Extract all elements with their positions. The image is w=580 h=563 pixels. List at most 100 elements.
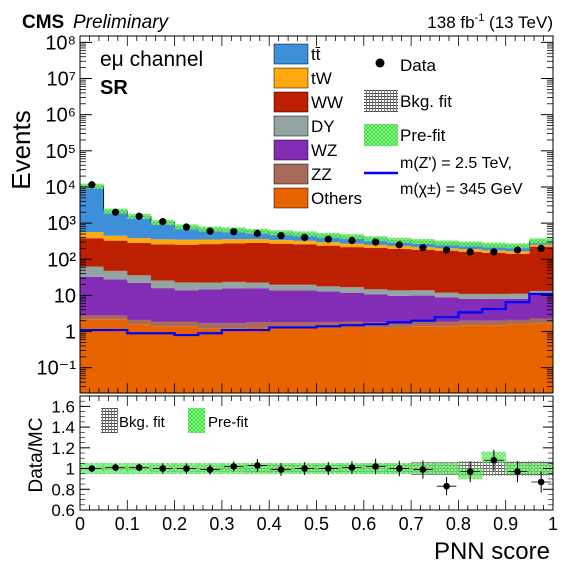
preliminary-label: Preliminary	[73, 12, 170, 33]
lumi-exponent: -1	[475, 12, 485, 24]
y-tick-label: 10	[54, 285, 76, 307]
bar-tt̄-4	[174, 226, 199, 240]
x-tick-label: 0.3	[209, 514, 234, 534]
data-point-1	[111, 208, 120, 216]
bar-DY-17	[482, 293, 506, 299]
bar-DY-3	[150, 280, 175, 289]
data-point-9	[301, 233, 309, 242]
data-point-18	[513, 246, 522, 254]
data-points	[88, 181, 545, 256]
energy-label: (13 TeV)	[484, 13, 553, 32]
y-tick-label: 10³	[47, 213, 76, 235]
data-point-12	[372, 238, 380, 246]
bar-WW-1	[103, 240, 128, 271]
bar-WZ-8	[269, 290, 294, 323]
bar-tW-0	[80, 232, 104, 239]
bar-WW-8	[269, 243, 294, 285]
bar-WW-16	[458, 251, 483, 294]
bar-WW-13	[387, 248, 412, 291]
bar-WZ-9	[292, 290, 317, 323]
x-tick-label: 0.2	[162, 514, 187, 534]
y-tick-label: 10⁻¹	[37, 358, 77, 380]
legend-label-3: DY	[311, 117, 335, 136]
legend-prefit-swatch	[364, 124, 398, 146]
data-point-17	[490, 248, 498, 256]
bar-Others-14	[411, 326, 436, 393]
bar-ZZ-7	[245, 322, 270, 328]
data-point-3	[159, 218, 167, 226]
bar-ZZ-1	[103, 315, 128, 320]
legend-label-0: tt̄	[311, 45, 321, 64]
band-13	[387, 237, 412, 243]
data-point-2	[135, 212, 143, 220]
data-point-19	[537, 244, 545, 252]
band-15	[434, 240, 459, 246]
bar-ZZ-5	[198, 323, 223, 329]
ratio-point-1	[112, 464, 119, 471]
bar-WW-2	[127, 242, 152, 276]
bar-Others-6	[221, 328, 246, 393]
bar-ZZ-8	[269, 322, 294, 328]
bar-tW-12	[363, 244, 388, 249]
channel-label: eμ channel	[100, 48, 203, 71]
ratio-point-9	[301, 465, 308, 472]
legend-swatch-5	[273, 163, 309, 185]
bar-ZZ-4	[174, 321, 199, 327]
bar-WW-17	[482, 252, 506, 294]
legend-swatch-1	[273, 67, 309, 89]
bar-tt̄-0	[80, 186, 104, 233]
x-tick-label: 0.4	[257, 514, 282, 534]
ratio-prefit-15	[434, 462, 459, 475]
bar-ZZ-3	[150, 321, 175, 327]
ratio-y-tick-label: 0.8	[51, 480, 75, 499]
bar-WZ-4	[174, 290, 199, 322]
legend-swatch-4	[273, 139, 309, 161]
bar-Others-15	[434, 326, 459, 393]
data-point-10	[324, 235, 332, 243]
x-tick-label: 0	[75, 514, 85, 534]
legend-label-5: ZZ	[311, 165, 332, 184]
bar-Others-0	[80, 319, 104, 393]
ratio-legend-bkg-label: Bkg. fit	[119, 414, 166, 431]
ratio-point-2	[135, 464, 143, 471]
bar-ZZ-6	[221, 323, 246, 329]
bar-DY-6	[221, 281, 246, 289]
y-tick-label: 10⁸	[45, 32, 76, 54]
bar-DY-5	[198, 282, 223, 290]
bar-Others-17	[482, 325, 506, 393]
bar-DY-10	[316, 286, 341, 292]
data-point-5	[206, 227, 214, 235]
bar-tW-11	[340, 243, 365, 248]
top-panel: 10⁻¹ 1 10 10² 10³ 10⁴ 10⁵ 10⁶ 10⁷ 10⁸ Events	[6, 32, 554, 394]
legend: tt̄ tW WW DY WZ ZZ Others Data Bkg. fit Pre-fi…	[273, 43, 523, 209]
bar-WW-0	[80, 238, 104, 267]
bar-ZZ-16	[458, 320, 483, 326]
stacked-histogram	[80, 185, 554, 393]
ratio-points	[82, 449, 551, 496]
bar-Others-8	[269, 327, 294, 393]
y-axis-ratio: 0.6 0.81 1.2 1.4 1.6	[51, 397, 553, 520]
bar-DY-15	[434, 292, 459, 298]
bar-tt̄-2	[127, 216, 152, 239]
band-14	[411, 239, 435, 245]
bar-tW-4	[174, 239, 199, 245]
bar-Others-13	[387, 327, 412, 393]
bar-ZZ-18	[505, 319, 530, 325]
legend-bkg-fit-label: Bkg. fit	[400, 92, 452, 111]
ratio-legend-prefit-label: Pre-fit	[208, 414, 249, 431]
bar-Others-10	[316, 327, 341, 393]
y-axis-top: 10⁻¹ 1 10 10² 10³ 10⁴ 10⁵ 10⁶ 10⁷ 10⁸	[37, 32, 553, 394]
legend-bkg-fit-swatch	[364, 90, 398, 112]
x-axis-label: PNN score	[434, 538, 550, 563]
data-point-14	[419, 244, 427, 252]
ratio-point-5	[206, 466, 214, 473]
bar-DY-13	[387, 290, 412, 296]
ratio-point-16	[466, 468, 474, 475]
x-tick-label: 0.7	[399, 514, 424, 534]
data-point-11	[348, 236, 356, 245]
bar-WZ-0	[80, 276, 104, 316]
ratio-point-15	[443, 482, 450, 490]
bar-WW-10	[316, 245, 341, 287]
data-point-4	[182, 223, 191, 231]
bar-ZZ-13	[387, 322, 412, 328]
